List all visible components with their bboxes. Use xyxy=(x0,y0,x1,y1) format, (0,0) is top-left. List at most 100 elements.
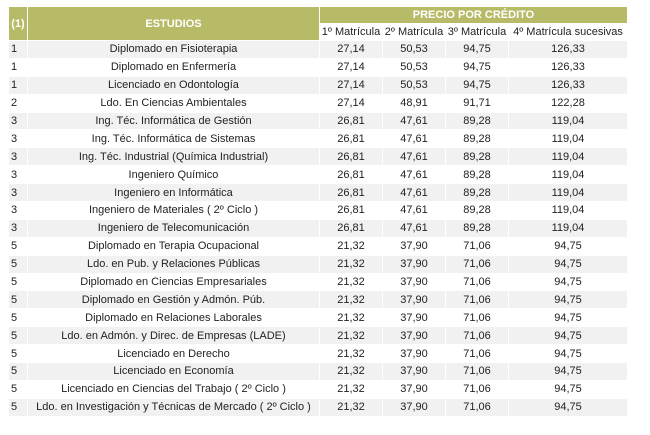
price-m2-cell: 37,90 xyxy=(383,398,445,416)
price-m1-cell: 21,32 xyxy=(320,398,382,416)
price-m3-cell: 71,06 xyxy=(446,398,508,416)
price-m3-cell: 89,28 xyxy=(446,148,508,166)
table-row: 5 Diplomado en Terapia Ocupacional 21,32 37… xyxy=(9,237,627,255)
price-m2-cell: 47,61 xyxy=(383,219,445,237)
table-row: 1 Licenciado en Odontología 27,14 50,53 94,7… xyxy=(9,76,627,94)
table-row: 5 Licenciado en Derecho 21,32 37,90 71,06 94,… xyxy=(9,345,627,363)
price-m1-cell: 21,32 xyxy=(320,309,382,327)
price-m2-cell: 37,90 xyxy=(383,327,445,345)
header-matricula-1: 1º Matrícula xyxy=(320,24,382,40)
group-cell: 3 xyxy=(9,202,27,219)
price-m4-cell: 94,75 xyxy=(509,380,627,398)
price-m4-cell: 94,75 xyxy=(509,363,627,380)
price-m2-cell: 37,90 xyxy=(383,363,445,380)
price-m1-cell: 21,32 xyxy=(320,380,382,398)
table-row: 3 Ing. Téc. Industrial (Química Industria… xyxy=(9,148,627,166)
price-m4-cell: 119,04 xyxy=(509,166,627,184)
price-m2-cell: 37,90 xyxy=(383,237,445,255)
price-m1-cell: 26,81 xyxy=(320,112,382,130)
study-name-cell: Ing. Téc. Informática de Gestión xyxy=(28,112,319,130)
table-row: 5 Licenciado en Economía 21,32 37,90 71,06 94… xyxy=(9,363,627,380)
price-m3-cell: 89,28 xyxy=(446,219,508,237)
price-m3-cell: 89,28 xyxy=(446,130,508,148)
price-m2-cell: 50,53 xyxy=(383,58,445,76)
price-m2-cell: 50,53 xyxy=(383,76,445,94)
price-m3-cell: 71,06 xyxy=(446,291,508,309)
price-table-container: (1) ESTUDIOS PRECIO POR CRÉDITO 1º Matrí… xyxy=(8,6,628,417)
table-row: 2 Ldo. En Ciencias Ambientales 27,14 48,91 9… xyxy=(9,94,627,112)
price-m1-cell: 27,14 xyxy=(320,58,382,76)
price-m1-cell: 21,32 xyxy=(320,237,382,255)
table-row: 3 Ing. Téc. Informática de Gestión 26,81 47… xyxy=(9,112,627,130)
group-cell: 5 xyxy=(9,237,27,255)
study-name-cell: Ingeniero de Materiales ( 2º Ciclo ) xyxy=(28,202,319,219)
price-m2-cell: 37,90 xyxy=(383,273,445,291)
group-cell: 5 xyxy=(9,345,27,363)
study-name-cell: Ingeniero de Telecomunicación xyxy=(28,219,319,237)
study-name-cell: Diplomado en Enfermería xyxy=(28,58,319,76)
table-row: 5 Diplomado en Ciencias Empresariales 21,3… xyxy=(9,273,627,291)
price-m3-cell: 89,28 xyxy=(446,184,508,202)
price-m3-cell: 71,06 xyxy=(446,237,508,255)
study-name-cell: Diplomado en Terapia Ocupacional xyxy=(28,237,319,255)
price-m1-cell: 21,32 xyxy=(320,327,382,345)
price-m4-cell: 122,28 xyxy=(509,94,627,112)
price-m3-cell: 91,71 xyxy=(446,94,508,112)
price-m2-cell: 37,90 xyxy=(383,255,445,273)
table-row: 3 Ingeniero Químico 26,81 47,61 89,28 119,04 xyxy=(9,166,627,184)
group-cell: 1 xyxy=(9,76,27,94)
price-m1-cell: 26,81 xyxy=(320,219,382,237)
table-row: 3 Ingeniero en Informática 26,81 47,61 89,28… xyxy=(9,184,627,202)
price-m1-cell: 27,14 xyxy=(320,76,382,94)
price-m1-cell: 26,81 xyxy=(320,148,382,166)
price-m2-cell: 47,61 xyxy=(383,184,445,202)
price-m2-cell: 47,61 xyxy=(383,166,445,184)
price-m2-cell: 37,90 xyxy=(383,309,445,327)
price-m1-cell: 26,81 xyxy=(320,130,382,148)
study-name-cell: Ingeniero Químico xyxy=(28,166,319,184)
price-m3-cell: 71,06 xyxy=(446,309,508,327)
price-m3-cell: 71,06 xyxy=(446,345,508,363)
study-name-cell: Ldo. en Pub. y Relaciones Públicas xyxy=(28,255,319,273)
price-m4-cell: 119,04 xyxy=(509,112,627,130)
price-m1-cell: 21,32 xyxy=(320,255,382,273)
study-name-cell: Licenciado en Derecho xyxy=(28,345,319,363)
price-m4-cell: 119,04 xyxy=(509,130,627,148)
group-cell: 1 xyxy=(9,58,27,76)
price-m3-cell: 71,06 xyxy=(446,380,508,398)
price-m2-cell: 37,90 xyxy=(383,291,445,309)
price-m2-cell: 47,61 xyxy=(383,202,445,219)
price-m4-cell: 119,04 xyxy=(509,148,627,166)
price-m2-cell: 47,61 xyxy=(383,148,445,166)
price-m3-cell: 89,28 xyxy=(446,112,508,130)
price-m1-cell: 21,32 xyxy=(320,345,382,363)
study-name-cell: Diplomado en Relaciones Laborales xyxy=(28,309,319,327)
table-row: 3 Ingeniero de Materiales ( 2º Ciclo ) 26,… xyxy=(9,202,627,219)
price-m1-cell: 21,32 xyxy=(320,363,382,380)
price-m4-cell: 126,33 xyxy=(509,41,627,58)
group-cell: 5 xyxy=(9,273,27,291)
price-m4-cell: 94,75 xyxy=(509,255,627,273)
group-cell: 3 xyxy=(9,130,27,148)
header-matricula-3: 3º Matrícula xyxy=(446,24,508,40)
table-row: 5 Diplomado en Relaciones Laborales 21,32 3… xyxy=(9,309,627,327)
price-m2-cell: 47,61 xyxy=(383,112,445,130)
table-row: 5 Diplomado en Gestión y Admón. Púb. 21,32… xyxy=(9,291,627,309)
price-m1-cell: 26,81 xyxy=(320,166,382,184)
table-row: 1 Diplomado en Fisioterapia 27,14 50,53 94,7… xyxy=(9,41,627,58)
study-name-cell: Licenciado en Odontología xyxy=(28,76,319,94)
study-name-cell: Licenciado en Economía xyxy=(28,363,319,380)
price-m3-cell: 94,75 xyxy=(446,41,508,58)
study-name-cell: Licenciado en Ciencias del Trabajo ( 2º … xyxy=(28,380,319,398)
price-m1-cell: 26,81 xyxy=(320,202,382,219)
price-m4-cell: 94,75 xyxy=(509,398,627,416)
price-m1-cell: 27,14 xyxy=(320,94,382,112)
price-m4-cell: 94,75 xyxy=(509,327,627,345)
price-m3-cell: 71,06 xyxy=(446,327,508,345)
group-cell: 5 xyxy=(9,398,27,416)
price-m3-cell: 94,75 xyxy=(446,58,508,76)
study-name-cell: Ldo. En Ciencias Ambientales xyxy=(28,94,319,112)
header-price-group: PRECIO POR CRÉDITO xyxy=(320,7,627,23)
header-matricula-4: 4º Matrícula sucesivas xyxy=(509,24,627,40)
group-cell: 5 xyxy=(9,309,27,327)
